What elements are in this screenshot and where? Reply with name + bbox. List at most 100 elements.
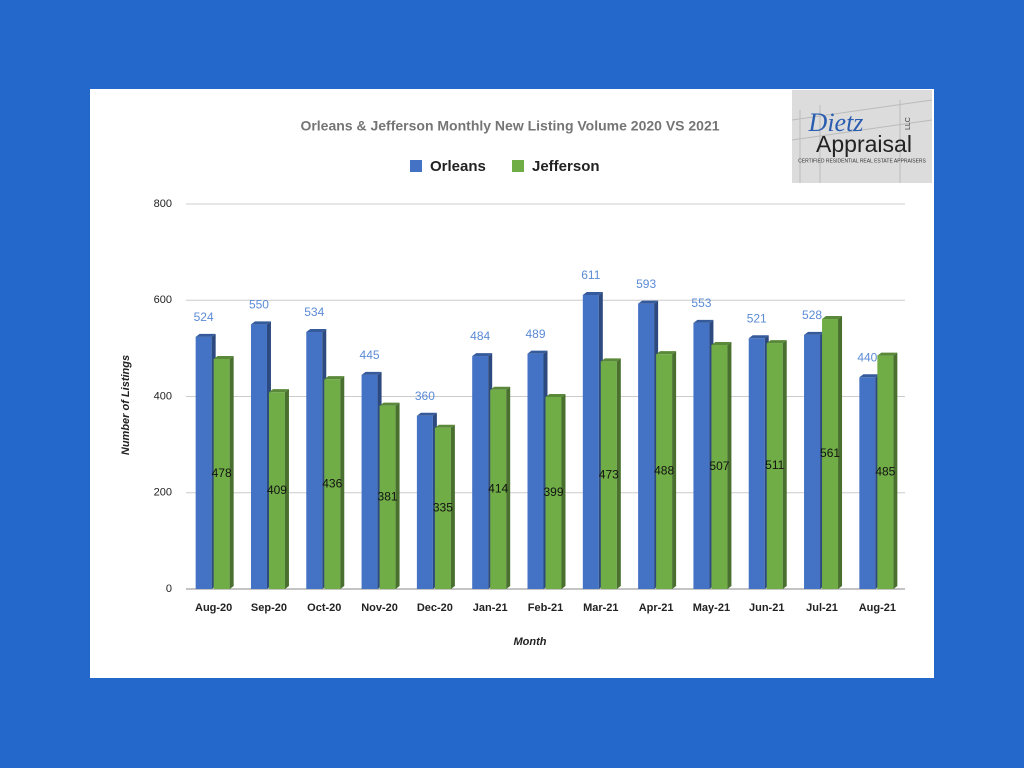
bar-top	[490, 386, 511, 390]
bar-front	[638, 303, 655, 589]
bar-front	[195, 336, 212, 589]
bar	[877, 352, 898, 589]
bar-top	[822, 316, 843, 320]
x-tick-label: Jul-21	[806, 602, 838, 614]
bar-side	[340, 376, 345, 589]
bar-front	[877, 355, 894, 589]
x-tick-label: Aug-20	[195, 602, 232, 614]
bar	[472, 353, 493, 589]
bar-side	[893, 352, 898, 589]
bar	[600, 358, 621, 589]
bar-front	[804, 334, 821, 589]
bar-side	[782, 340, 787, 589]
bar-top	[804, 331, 825, 335]
value-label: 507	[709, 459, 729, 473]
x-tick-label: Oct-20	[307, 602, 341, 614]
bar-front	[656, 354, 673, 589]
bar-side	[450, 424, 455, 589]
y-tick-label: 0	[166, 583, 172, 595]
bar-top	[361, 371, 382, 375]
bar	[250, 321, 271, 589]
y-axis-label: Number of Listings	[120, 355, 132, 455]
value-label: 473	[599, 467, 619, 481]
bar-front	[748, 338, 765, 589]
bar-side	[616, 358, 621, 589]
value-label: 553	[691, 296, 711, 310]
legend-label: Jefferson	[532, 158, 600, 175]
bar	[582, 291, 603, 589]
logo-name: Dietz	[808, 108, 864, 137]
bar-front	[545, 396, 562, 589]
bar	[195, 333, 216, 589]
bar-front	[822, 319, 839, 589]
bar	[213, 355, 234, 589]
bar	[527, 350, 548, 589]
legend-swatch	[512, 160, 524, 172]
bar-front	[324, 379, 341, 589]
value-label: 445	[360, 348, 380, 362]
bar	[859, 374, 880, 589]
logo: Dietz LLC Appraisal CERTIFIED RESIDENTIA…	[791, 90, 933, 183]
bar-front	[766, 343, 783, 589]
bar	[490, 386, 511, 589]
bar-front	[490, 389, 507, 589]
x-tick-label: Dec-20	[417, 602, 453, 614]
value-label: 550	[249, 297, 269, 311]
value-label: 534	[304, 305, 324, 319]
bar-top	[638, 300, 659, 304]
bar-top	[527, 350, 548, 354]
bar-top	[877, 352, 898, 356]
bar	[804, 331, 825, 589]
value-label: 521	[747, 311, 767, 325]
bar-side	[838, 316, 843, 589]
bar	[693, 319, 714, 589]
bar-top	[748, 335, 769, 339]
bar-front	[306, 332, 323, 589]
bar	[434, 424, 455, 589]
value-label: 478	[212, 466, 232, 480]
y-tick-label: 600	[154, 294, 172, 306]
value-label: 511	[765, 458, 784, 472]
x-tick-label: Apr-21	[639, 602, 674, 614]
legend-label: Orleans	[430, 158, 486, 175]
value-label: 440	[857, 350, 877, 364]
value-label: 381	[378, 489, 398, 503]
value-label: 611	[581, 268, 600, 282]
value-label: 360	[415, 389, 435, 403]
bar-front	[379, 405, 396, 589]
bar-top	[693, 319, 714, 323]
bar-front	[600, 361, 617, 589]
y-tick-label: 200	[154, 487, 172, 499]
value-label: 484	[470, 329, 490, 343]
logo-word: Appraisal	[816, 131, 912, 157]
bar	[656, 351, 677, 589]
bar-top	[472, 353, 493, 357]
bar-front	[250, 324, 267, 589]
bar-front	[582, 294, 599, 589]
x-tick-label: Jun-21	[749, 602, 784, 614]
bar-top	[600, 358, 621, 362]
bar-top	[379, 402, 400, 406]
bar	[379, 402, 400, 589]
y-tick-label: 800	[154, 198, 172, 210]
bar-front	[859, 377, 876, 589]
x-tick-label: Mar-21	[583, 602, 618, 614]
value-label: 399	[543, 485, 563, 499]
bar-top	[545, 393, 566, 397]
bar-front	[711, 345, 728, 589]
x-tick-label: Sep-20	[251, 602, 287, 614]
bar-side	[229, 355, 234, 589]
value-label: 409	[267, 483, 287, 497]
bar	[638, 300, 659, 589]
value-label: 488	[654, 464, 674, 478]
bar	[711, 342, 732, 589]
value-label: 335	[433, 501, 453, 515]
logo-decoration	[791, 99, 933, 183]
bar-front	[693, 322, 710, 589]
legend-swatch	[410, 160, 422, 172]
bar-front	[213, 358, 230, 589]
bar	[822, 316, 843, 589]
bar	[545, 393, 566, 589]
x-tick-label: Aug-21	[859, 602, 896, 614]
bar-top	[306, 329, 327, 333]
